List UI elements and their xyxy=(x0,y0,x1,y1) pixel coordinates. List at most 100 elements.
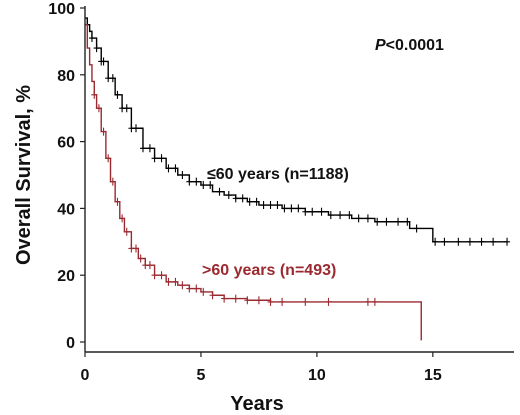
censor-mark xyxy=(100,57,107,66)
censor-mark xyxy=(95,104,102,113)
censor-mark xyxy=(355,214,362,223)
censor-mark xyxy=(119,214,126,223)
censor-mark xyxy=(295,204,302,213)
censor-mark xyxy=(232,194,239,203)
censor-mark xyxy=(158,271,165,280)
censor-mark xyxy=(432,237,439,246)
y-tick-label: 100 xyxy=(48,1,75,18)
censor-mark xyxy=(504,237,511,246)
censor-mark xyxy=(466,237,473,246)
censor-mark xyxy=(172,277,179,286)
x-tick-label: 0 xyxy=(81,367,90,384)
series-label-over60: >60 years (n=493) xyxy=(202,262,336,279)
censor-mark xyxy=(364,297,371,306)
censor-mark xyxy=(114,90,121,99)
censor-mark xyxy=(232,294,239,303)
censor-mark xyxy=(246,197,253,206)
censor-mark xyxy=(109,177,116,186)
y-tick-label: 60 xyxy=(57,135,75,152)
censor-mark xyxy=(302,297,309,306)
censor-mark xyxy=(309,207,316,216)
censor-mark xyxy=(165,277,172,286)
censor-mark xyxy=(179,171,186,179)
censor-mark xyxy=(109,74,116,83)
censor-mark xyxy=(371,297,378,306)
censor-mark xyxy=(253,197,260,206)
censor-mark xyxy=(207,181,214,190)
censor-mark xyxy=(274,201,281,210)
censor-mark xyxy=(186,284,193,293)
censor-mark xyxy=(221,294,228,303)
censor-mark xyxy=(364,214,371,223)
censor-mark xyxy=(200,287,207,296)
censor-mark xyxy=(123,104,130,113)
censor-mark xyxy=(88,34,95,43)
y-tick-label: 40 xyxy=(57,201,75,218)
censor-mark xyxy=(151,154,158,163)
censor-mark xyxy=(179,281,186,290)
censor-mark xyxy=(302,207,309,216)
censor-mark xyxy=(133,244,140,253)
censor-mark xyxy=(478,237,485,246)
censor-mark xyxy=(216,187,223,196)
censor-mark xyxy=(151,271,158,280)
y-axis-title: Overall Survival, % xyxy=(13,85,35,265)
censor-mark xyxy=(123,227,130,236)
censor-mark xyxy=(281,204,288,213)
censor-mark xyxy=(105,154,112,163)
x-tick-label: 5 xyxy=(196,367,205,384)
axes: 0 20 40 60 80 100 0 5 10 15 xyxy=(48,1,514,384)
p-value-text: <0.0001 xyxy=(386,37,444,54)
censor-mark xyxy=(225,191,232,200)
censor-mark xyxy=(186,177,193,186)
censor-mark xyxy=(279,297,286,306)
censor-mark xyxy=(404,217,411,226)
censor-mark xyxy=(288,204,295,213)
censor-mark xyxy=(158,154,165,163)
censor-mark xyxy=(337,211,344,220)
censor-mark xyxy=(146,261,153,270)
censor-mark xyxy=(490,237,497,246)
censor-mark xyxy=(93,44,100,53)
censor-mark xyxy=(441,237,448,246)
x-tick-label: 10 xyxy=(308,367,326,384)
censor-mark xyxy=(133,124,140,133)
censor-mark xyxy=(209,291,216,300)
censor-mark xyxy=(193,284,200,293)
censor-mark xyxy=(193,177,200,186)
censor-mark xyxy=(455,237,462,246)
censor-mark xyxy=(374,217,381,226)
censor-mark xyxy=(114,197,121,206)
y-tick-label: 80 xyxy=(57,68,75,85)
censor-mark xyxy=(413,224,420,233)
censor-mark xyxy=(325,297,332,306)
censor-mark xyxy=(200,181,207,190)
series-label-under60: ≤60 years (n=1188) xyxy=(207,166,349,183)
y-tick-label: 20 xyxy=(57,268,75,285)
censor-mark xyxy=(260,201,267,210)
censor-mark xyxy=(239,194,246,203)
p-value-annotation: P<0.0001 xyxy=(375,37,444,54)
x-tick-label: 15 xyxy=(424,367,442,384)
censor-mark xyxy=(139,144,146,153)
censor-mark xyxy=(91,90,98,99)
censor-mark xyxy=(100,127,107,136)
censor-mark xyxy=(318,207,325,216)
censor-mark xyxy=(146,144,153,153)
p-value-symbol: P xyxy=(375,37,386,54)
plot-area xyxy=(85,17,511,341)
x-axis-title: Years xyxy=(230,393,283,415)
censor-mark xyxy=(255,296,262,305)
censor-mark xyxy=(346,211,353,220)
censor-mark xyxy=(327,211,334,220)
censor-mark xyxy=(244,296,251,305)
censor-mark xyxy=(267,201,274,210)
censor-mark xyxy=(137,254,144,263)
y-tick-label: 0 xyxy=(66,335,75,352)
censor-mark xyxy=(267,297,274,306)
censor-mark xyxy=(165,164,172,173)
censor-mark xyxy=(383,217,390,226)
censor-mark xyxy=(395,217,402,226)
censor-mark xyxy=(172,164,179,173)
